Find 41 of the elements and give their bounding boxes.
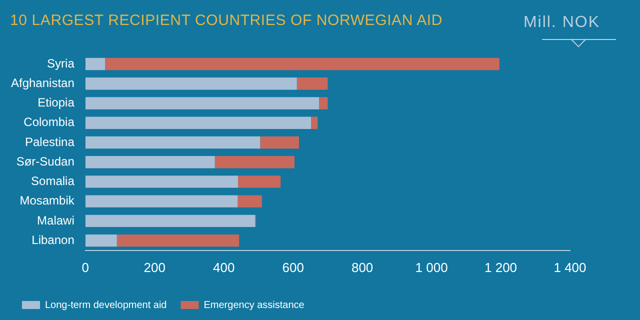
x-tick-label: 600 <box>282 260 304 275</box>
x-tick-label: 400 <box>212 260 235 275</box>
x-tick-label: 1 400 <box>554 260 586 275</box>
y-tick-label: Colombia <box>24 115 75 130</box>
bar <box>85 156 215 168</box>
bar <box>85 176 238 188</box>
y-tick-label: Syria <box>47 56 75 70</box>
x-tick-label: 800 <box>351 260 374 275</box>
bar <box>238 195 262 208</box>
bar <box>260 136 299 149</box>
text: Mill. NOK <box>523 14 600 32</box>
y-tick-label: Malawi <box>37 213 74 228</box>
y-tick-label: Afghanistan <box>10 76 74 90</box>
legend-label: Long-term development aid <box>45 300 167 311</box>
x-tick-label: 1 200 <box>484 260 518 275</box>
bar <box>85 136 260 149</box>
bar <box>85 116 312 129</box>
bar <box>85 78 297 90</box>
bar <box>85 58 106 70</box>
y-tick-label: Libanon <box>32 232 74 247</box>
y-tick-label: Sør-Sudan <box>16 154 74 168</box>
bar <box>296 78 328 90</box>
bar <box>116 234 240 247</box>
y-tick-label: Palestina <box>25 134 75 149</box>
y-tick-label: Mosambik <box>20 194 76 208</box>
bar <box>238 176 281 188</box>
bar <box>85 195 238 208</box>
x-tick-label: 1 000 <box>415 260 448 275</box>
bar <box>85 97 320 110</box>
bar <box>311 116 318 129</box>
bar <box>105 58 500 70</box>
x-tick-label: 0 <box>82 260 89 275</box>
bar <box>319 97 328 110</box>
y-tick-label: Etiopia <box>38 96 75 110</box>
legend-label: Emergency assistance <box>204 300 305 311</box>
chart-title: 10 LARGEST RECIPIENT COUNTRIES OF NORWEGIAN AID <box>10 12 443 29</box>
bar <box>85 234 117 247</box>
bar <box>214 156 294 168</box>
bar <box>85 214 255 228</box>
x-tick-label: 200 <box>144 260 166 275</box>
y-tick-label: Somalia <box>31 174 75 188</box>
